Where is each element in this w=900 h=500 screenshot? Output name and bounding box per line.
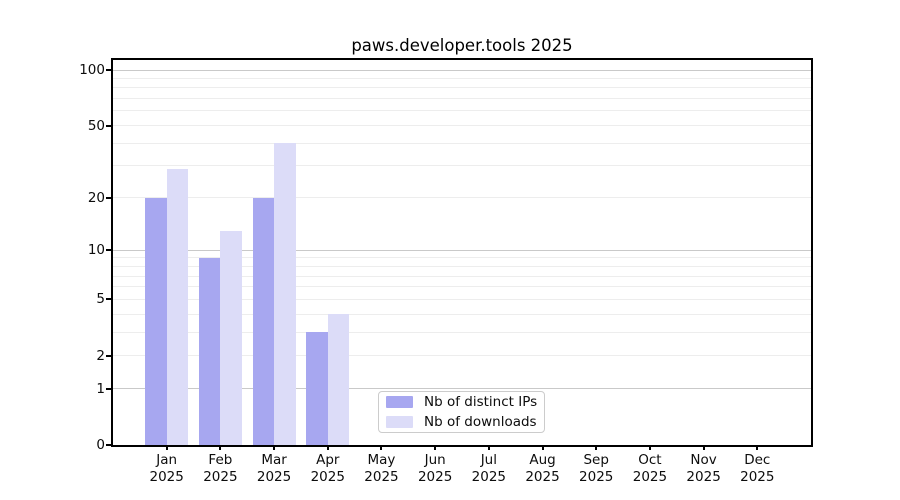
x-tick: [541, 445, 544, 450]
x-tick: [273, 445, 276, 450]
y-gridline-minor: [113, 265, 811, 267]
y-gridline-minor: [113, 275, 811, 277]
y-tick: [106, 124, 113, 127]
y-tick-label: 20: [87, 189, 105, 206]
x-tick: [326, 445, 329, 450]
y-tick: [106, 354, 113, 357]
y-tick: [106, 69, 113, 71]
bar-downloads: [327, 314, 350, 445]
y-tick-label: 0: [96, 437, 105, 453]
x-tick: [380, 445, 383, 450]
bar-downloads: [274, 143, 296, 445]
y-gridline-minor: [113, 355, 811, 357]
bar-distinct-ips: [145, 197, 167, 445]
y-gridline-minor: [113, 87, 811, 89]
legend-label-downloads: Nb of downloads: [424, 414, 537, 430]
x-tick: [165, 445, 168, 450]
y-gridline-minor: [113, 98, 811, 100]
y-gridline-minor: [113, 313, 811, 315]
x-tick-label: Aug 2025: [525, 452, 560, 485]
y-gridline-major: [113, 249, 811, 251]
y-tick: [106, 444, 113, 446]
x-tick: [756, 445, 759, 450]
y-axis-labels: 0 1 2 5 10 20 50 100: [0, 60, 105, 453]
x-tick-label: Feb 2025: [203, 452, 238, 485]
legend-item-downloads: Nb of downloads: [386, 414, 544, 430]
y-tick: [106, 298, 113, 301]
bar-downloads: [166, 168, 189, 445]
x-tick-label: Nov 2025: [686, 452, 721, 485]
y-gridline-minor: [113, 110, 811, 112]
bar-distinct-ips: [198, 257, 221, 445]
legend-label-distinct-ips: Nb of distinct IPs: [424, 394, 538, 410]
legend-swatch-distinct-ips: [386, 396, 413, 408]
x-tick-label: Dec 2025: [740, 452, 775, 485]
x-tick: [434, 445, 437, 450]
y-gridline-minor: [113, 298, 811, 300]
chart-title: paws.developer.tools 2025: [351, 36, 573, 55]
x-tick-label: Jul 2025: [471, 452, 507, 485]
y-tick-label: 1: [96, 380, 105, 397]
y-gridline-minor: [113, 257, 811, 259]
x-tick: [702, 445, 705, 450]
bar-downloads: [220, 230, 242, 445]
x-tick-label: Oct 2025: [632, 452, 668, 485]
x-tick: [219, 445, 222, 450]
y-gridline-minor: [113, 77, 811, 79]
y-tick-label: 50: [87, 117, 105, 134]
y-tick-label: 5: [96, 291, 105, 308]
y-gridline-major: [113, 69, 811, 71]
x-tick-label: Apr 2025: [310, 452, 345, 485]
y-tick-label: 10: [87, 242, 105, 259]
y-gridline-minor: [113, 331, 811, 333]
x-tick-label: Mar 2025: [256, 452, 292, 485]
x-tick-label: Sep 2025: [579, 452, 614, 485]
y-gridline-major: [113, 388, 811, 390]
x-tick: [487, 445, 490, 450]
bar-distinct-ips: [252, 197, 275, 445]
x-tick: [648, 445, 651, 450]
x-tick-label: May 2025: [364, 452, 399, 485]
y-tick: [106, 196, 113, 199]
y-gridline-minor: [113, 142, 811, 144]
y-gridline-minor: [113, 286, 811, 288]
x-axis-labels: Jan 2025 Feb 2025 Mar 2025 Apr 2025 May 2025…: [113, 452, 811, 492]
plot-area: [106, 60, 811, 450]
y-tick-label: 100: [79, 62, 105, 78]
y-gridline-minor: [113, 197, 811, 199]
y-tick: [106, 387, 113, 390]
legend: Nb of distinct IPs Nb of downloads: [378, 391, 545, 433]
x-tick: [595, 445, 598, 450]
x-tick-label: Jan 2025: [149, 452, 184, 485]
bar-distinct-ips: [306, 332, 328, 445]
x-tick-label: Jun 2025: [417, 452, 453, 485]
y-tick: [106, 249, 113, 252]
y-gridline-minor: [113, 125, 811, 127]
legend-swatch-downloads: [386, 416, 413, 428]
y-gridline-minor: [113, 165, 811, 167]
legend-item-distinct-ips: Nb of distinct IPs: [386, 394, 544, 410]
y-tick-label: 2: [96, 347, 105, 364]
